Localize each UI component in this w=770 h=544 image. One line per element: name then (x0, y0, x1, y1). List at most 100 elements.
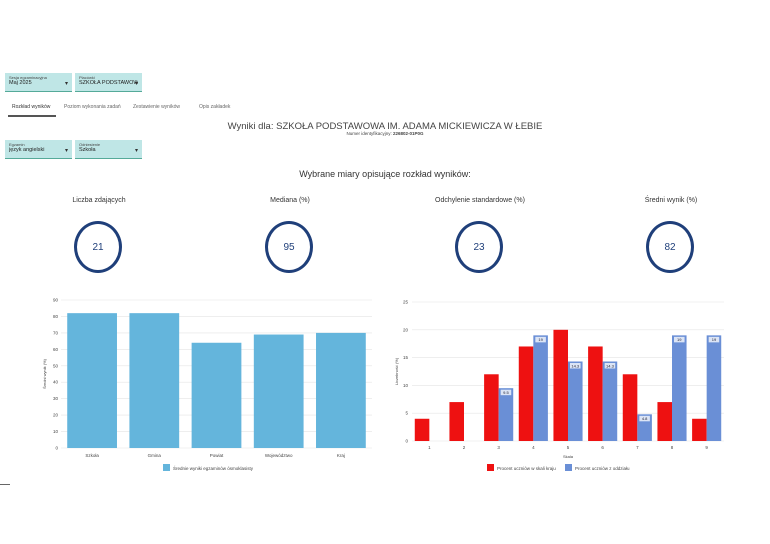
page-title: Wyniki dla: SZKOŁA PODSTAWOWA IM. ADAMA … (227, 121, 543, 132)
tab-poziom-wykonania-zadan[interactable]: Poziom wykonania zadań (64, 104, 121, 110)
x-tick-label: 3 (497, 445, 500, 450)
y-tick-label: 40 (53, 380, 59, 385)
exam-select[interactable]: Egzamin język angielski ▾ (5, 140, 72, 159)
x-tick-label: 2 (463, 445, 466, 450)
y-tick-label: 80 (53, 314, 59, 319)
bar (316, 332, 366, 448)
y-tick-label: 5 (405, 411, 408, 416)
school-id-value: 226802-01P0G (393, 131, 424, 136)
y-tick-label: 30 (53, 396, 59, 401)
y-tick-label: 10 (403, 383, 409, 388)
scale-distribution-chart: 0 5 10 15 20 25 1 2 9.5 3 19 4 14.3 5 14.3 6 4.8 7 19 8 19 9 S… (394, 300, 724, 471)
bar (191, 342, 242, 448)
data-label-bg (674, 336, 685, 343)
stat-sredni-wynik: Średni wynik (%) (601, 197, 741, 204)
x-tick-label: Kraj (337, 453, 345, 458)
y-axis-label: Liczebność (%) (394, 357, 399, 385)
stat-label: Mediana (%) (270, 197, 310, 204)
x-tick-label: 5 (567, 445, 570, 450)
data-label: 9.5 (503, 390, 509, 395)
bar-national (414, 418, 430, 441)
x-tick-label: 9 (705, 445, 708, 450)
x-tick-label: Powiat (210, 453, 224, 458)
chevron-down-icon: ▾ (134, 81, 138, 87)
data-label-bg (639, 415, 650, 422)
legend-swatch (565, 464, 572, 471)
school-select[interactable]: Placówki SZKOŁA PODSTAWOWA... ▾ (75, 73, 142, 92)
x-axis-label: Skala (563, 454, 574, 459)
stat-value-ring: 82 (646, 221, 694, 273)
level-select-label: Odniesienie (79, 142, 101, 147)
data-label-bg (500, 389, 512, 396)
y-tick-label: 0 (55, 446, 58, 451)
data-label-bg (570, 362, 581, 369)
bar-national (518, 346, 534, 441)
chevron-down-icon: ▾ (64, 148, 68, 154)
data-label: 14.3 (571, 363, 580, 368)
school-id: Numer identyfikacyjny: 226802-01P0G (200, 131, 570, 136)
data-label: 19 (677, 337, 682, 342)
stat-label: Liczba zdających (72, 197, 126, 204)
x-tick-label: 8 (671, 445, 674, 450)
y-tick-label: 20 (403, 327, 409, 332)
bar-national (484, 374, 499, 441)
bar (129, 313, 180, 448)
y-axis-label: Średni wynik (%) (42, 358, 47, 389)
bar-class (498, 388, 514, 441)
stat-value-ring: 23 (455, 221, 503, 273)
average-results-chart: 0 10 20 30 40 50 60 70 80 90 Szkoła Gmina Powiat Woje… (42, 298, 372, 471)
session-select[interactable]: Sesja egzaminacyjna Maj 2025 ▾ (5, 73, 72, 92)
bar (253, 334, 304, 448)
x-tick-label: 4 (532, 445, 535, 450)
bar-national (657, 402, 672, 441)
bar-class (672, 335, 687, 441)
bar-national (622, 374, 638, 441)
legend-label: Średnie wyniki egzaminów ósmoklasisty (173, 464, 254, 471)
stat-label: Odchylenie standardowe (%) (435, 197, 525, 204)
tab-bar: Rozkład wyników Poziom wykonania zadań Z… (0, 104, 770, 118)
data-label: 19 (712, 337, 717, 342)
y-tick-label: 70 (53, 330, 59, 335)
bar-class (568, 361, 583, 441)
y-tick-label: 15 (403, 355, 409, 360)
bar-class (602, 361, 618, 441)
tab-zestawienie-wynikow[interactable]: Zestawienie wyników (133, 104, 180, 110)
legend-swatch (487, 464, 494, 471)
measures-title: Wybrane miary opisujące rozkład wyników: (299, 169, 471, 179)
bar-class (706, 335, 722, 441)
tab-opis-zakladek[interactable]: Opis zakładek (199, 104, 231, 110)
tab-rozklad-wynikow[interactable]: Rozkład wyników (12, 104, 51, 110)
chevron-down-icon: ▾ (134, 148, 138, 154)
data-label-bg (604, 362, 616, 369)
chevron-down-icon: ▾ (64, 81, 68, 87)
x-tick-label: Województwo (265, 453, 293, 458)
x-tick-label: 7 (636, 445, 639, 450)
bar-national (449, 402, 464, 441)
y-tick-label: 20 (53, 413, 59, 418)
x-tick-label: Szkoła (85, 453, 99, 458)
x-tick-label: 1 (428, 445, 431, 450)
y-tick-label: 50 (53, 363, 59, 368)
school-id-label: Numer identyfikacyjny: (346, 131, 392, 136)
data-label: 19 (538, 337, 543, 342)
level-select[interactable]: Odniesienie Szkoła ▾ (75, 140, 142, 159)
stat-liczba-zdajacych: Liczba zdających (29, 197, 169, 204)
bar-class (533, 335, 548, 441)
school-select-value: SZKOŁA PODSTAWOWA... (79, 80, 138, 86)
bar-national (553, 329, 568, 441)
divider (0, 484, 10, 485)
stat-odchylenie: Odchylenie standardowe (%) (410, 197, 550, 204)
bar (67, 313, 117, 448)
y-tick-label: 10 (53, 429, 59, 434)
school-select-label: Placówki (79, 75, 95, 80)
stat-value-ring: 95 (265, 221, 313, 273)
data-label-bg (708, 336, 720, 343)
data-label-bg (535, 336, 546, 343)
stat-mediana: Mediana (%) (220, 197, 360, 204)
stat-label: Średni wynik (%) (644, 197, 698, 204)
legend-label: Procent uczniów w skali kraju (497, 466, 556, 471)
session-select-label: Sesja egzaminacyjna (9, 75, 47, 80)
session-select-value: Maj 2025 (9, 80, 32, 86)
data-label: 14.3 (606, 363, 615, 368)
y-tick-label: 0 (405, 439, 408, 444)
